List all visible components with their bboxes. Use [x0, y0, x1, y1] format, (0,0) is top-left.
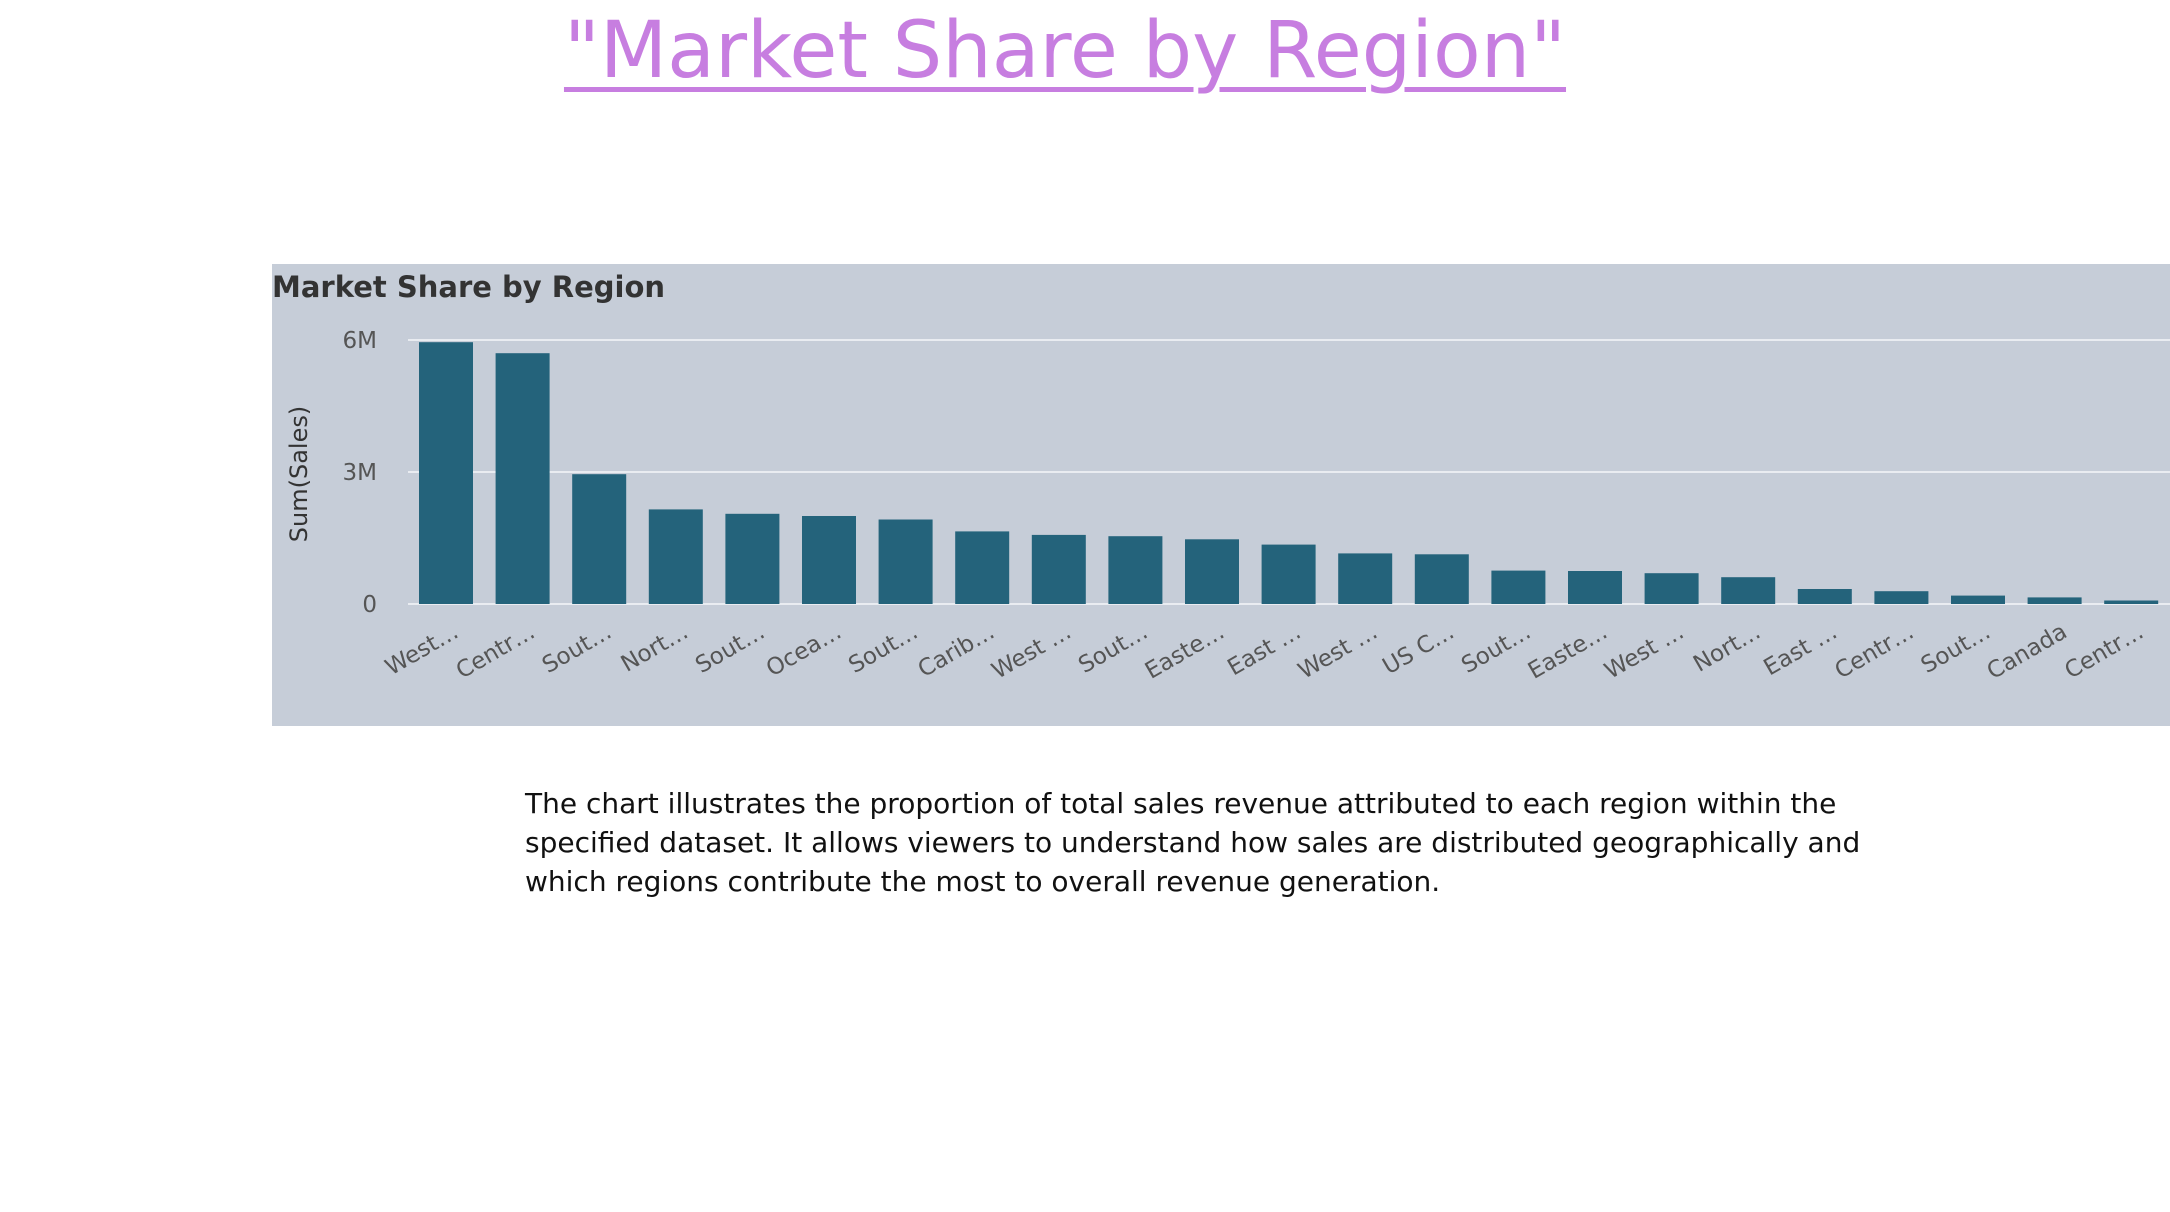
- x-tick-label: US C…: [1378, 619, 1458, 680]
- x-axis-ticks: West…Centr…Sout… Nort…Sout…Ocea…Sout…Cari…: [381, 619, 2148, 685]
- chart-title: Market Share by Region: [272, 270, 665, 304]
- bar[interactable]: [2104, 600, 2159, 605]
- chart-panel: Market Share by Region Sum(Sales) 0 3M 6M …: [272, 264, 2170, 726]
- x-tick-label: Nort…: [617, 619, 693, 678]
- bar[interactable]: [802, 516, 856, 604]
- x-tick-label: West …: [988, 619, 1076, 685]
- x-tick-label: Sout…: [538, 619, 616, 679]
- bar[interactable]: [1491, 570, 1546, 604]
- bar[interactable]: [1721, 577, 1776, 604]
- y-tick-label: 6M: [343, 328, 377, 354]
- x-tick-label: Sout…: [1917, 619, 1995, 679]
- bar[interactable]: [1261, 544, 1316, 604]
- x-tick-label: Sout…: [844, 619, 922, 679]
- x-tick-label: Ocea…: [762, 619, 846, 683]
- bar[interactable]: [1951, 595, 2005, 604]
- bar[interactable]: [648, 509, 703, 604]
- bar[interactable]: [1185, 539, 1239, 604]
- bar[interactable]: [1644, 573, 1699, 604]
- bar[interactable]: [1338, 553, 1393, 604]
- bar[interactable]: [495, 353, 550, 604]
- bar[interactable]: [572, 474, 627, 604]
- y-tick-label: 3M: [343, 460, 377, 486]
- bar[interactable]: [1874, 591, 1929, 604]
- bar[interactable]: [1414, 554, 1469, 604]
- x-tick-label: West …: [1600, 619, 1688, 685]
- x-tick-label: Centr…: [452, 619, 540, 685]
- x-tick-label: Carib…: [914, 619, 999, 683]
- bar[interactable]: [1108, 536, 1163, 604]
- bar-chart: Market Share by Region Sum(Sales) 03M6M …: [272, 270, 2170, 685]
- x-tick-label: Centr…: [1831, 619, 1919, 685]
- bar[interactable]: [1031, 534, 1086, 604]
- y-axis-label: Sum(Sales): [285, 406, 313, 542]
- x-tick-label: Sout…: [1074, 619, 1152, 679]
- bars: [419, 342, 2159, 605]
- x-tick-label: Sout…: [691, 619, 769, 679]
- x-tick-label: West …: [1294, 619, 1382, 685]
- x-tick-label: West…: [381, 619, 463, 681]
- y-tick-label: 0: [362, 592, 377, 618]
- x-tick-label: Centr…: [2060, 619, 2148, 685]
- chart-description: The chart illustrates the proportion of …: [525, 787, 1861, 898]
- bar[interactable]: [419, 342, 473, 604]
- x-tick-label: Sout…: [1457, 619, 1535, 679]
- bar[interactable]: [955, 531, 1010, 604]
- x-tick-label: Easte…: [1141, 619, 1229, 685]
- x-tick-label: Nort…: [1689, 619, 1765, 678]
- x-tick-label: East …: [1760, 619, 1842, 681]
- bar[interactable]: [1797, 589, 1852, 604]
- y-axis-ticks: 0 3M 6M: [343, 328, 377, 618]
- x-tick-label: Canada: [1983, 619, 2072, 685]
- bar[interactable]: [2027, 597, 2082, 604]
- x-tick-label: East …: [1223, 619, 1305, 681]
- page-title[interactable]: "Market Share by Region": [563, 6, 1567, 96]
- bar[interactable]: [878, 519, 933, 605]
- x-tick-label: Easte…: [1524, 619, 1612, 685]
- bar[interactable]: [725, 513, 780, 604]
- bar[interactable]: [1568, 571, 1622, 604]
